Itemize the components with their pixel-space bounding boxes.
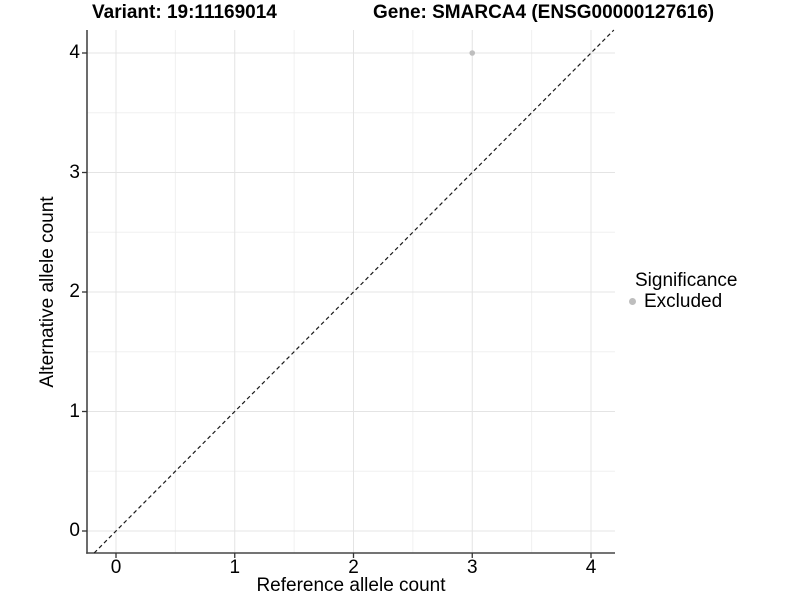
variant-title: Variant: 19:11169014	[92, 2, 277, 23]
x-tick-label: 1	[229, 557, 241, 578]
data-point	[469, 50, 476, 56]
x-axis-title: Reference allele count	[256, 575, 446, 596]
legend: Significance Excluded	[629, 270, 737, 312]
identity-dashed-line	[93, 29, 615, 554]
y-tick-label: 0	[69, 520, 80, 541]
x-tick-label: 4	[585, 557, 597, 578]
x-tick-label: 0	[110, 557, 122, 578]
x-tick-label: 3	[466, 557, 478, 578]
y-tick-label: 4	[69, 42, 80, 63]
y-tick-label: 2	[69, 281, 80, 302]
gene-title: Gene: SMARCA4 (ENSG00000127616)	[373, 2, 715, 23]
legend-entry-excluded: Excluded	[629, 291, 737, 312]
x-tick-label: 2	[348, 557, 359, 578]
legend-title: Significance	[635, 270, 738, 291]
y-tick-label: 3	[69, 161, 80, 183]
legend-entry-label: Excluded	[644, 291, 723, 312]
legend-point-swatch	[629, 298, 636, 305]
y-tick-label: 1	[69, 400, 80, 422]
